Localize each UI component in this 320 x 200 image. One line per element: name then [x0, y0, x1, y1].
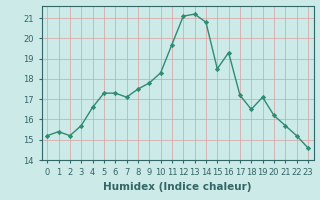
X-axis label: Humidex (Indice chaleur): Humidex (Indice chaleur) [103, 182, 252, 192]
